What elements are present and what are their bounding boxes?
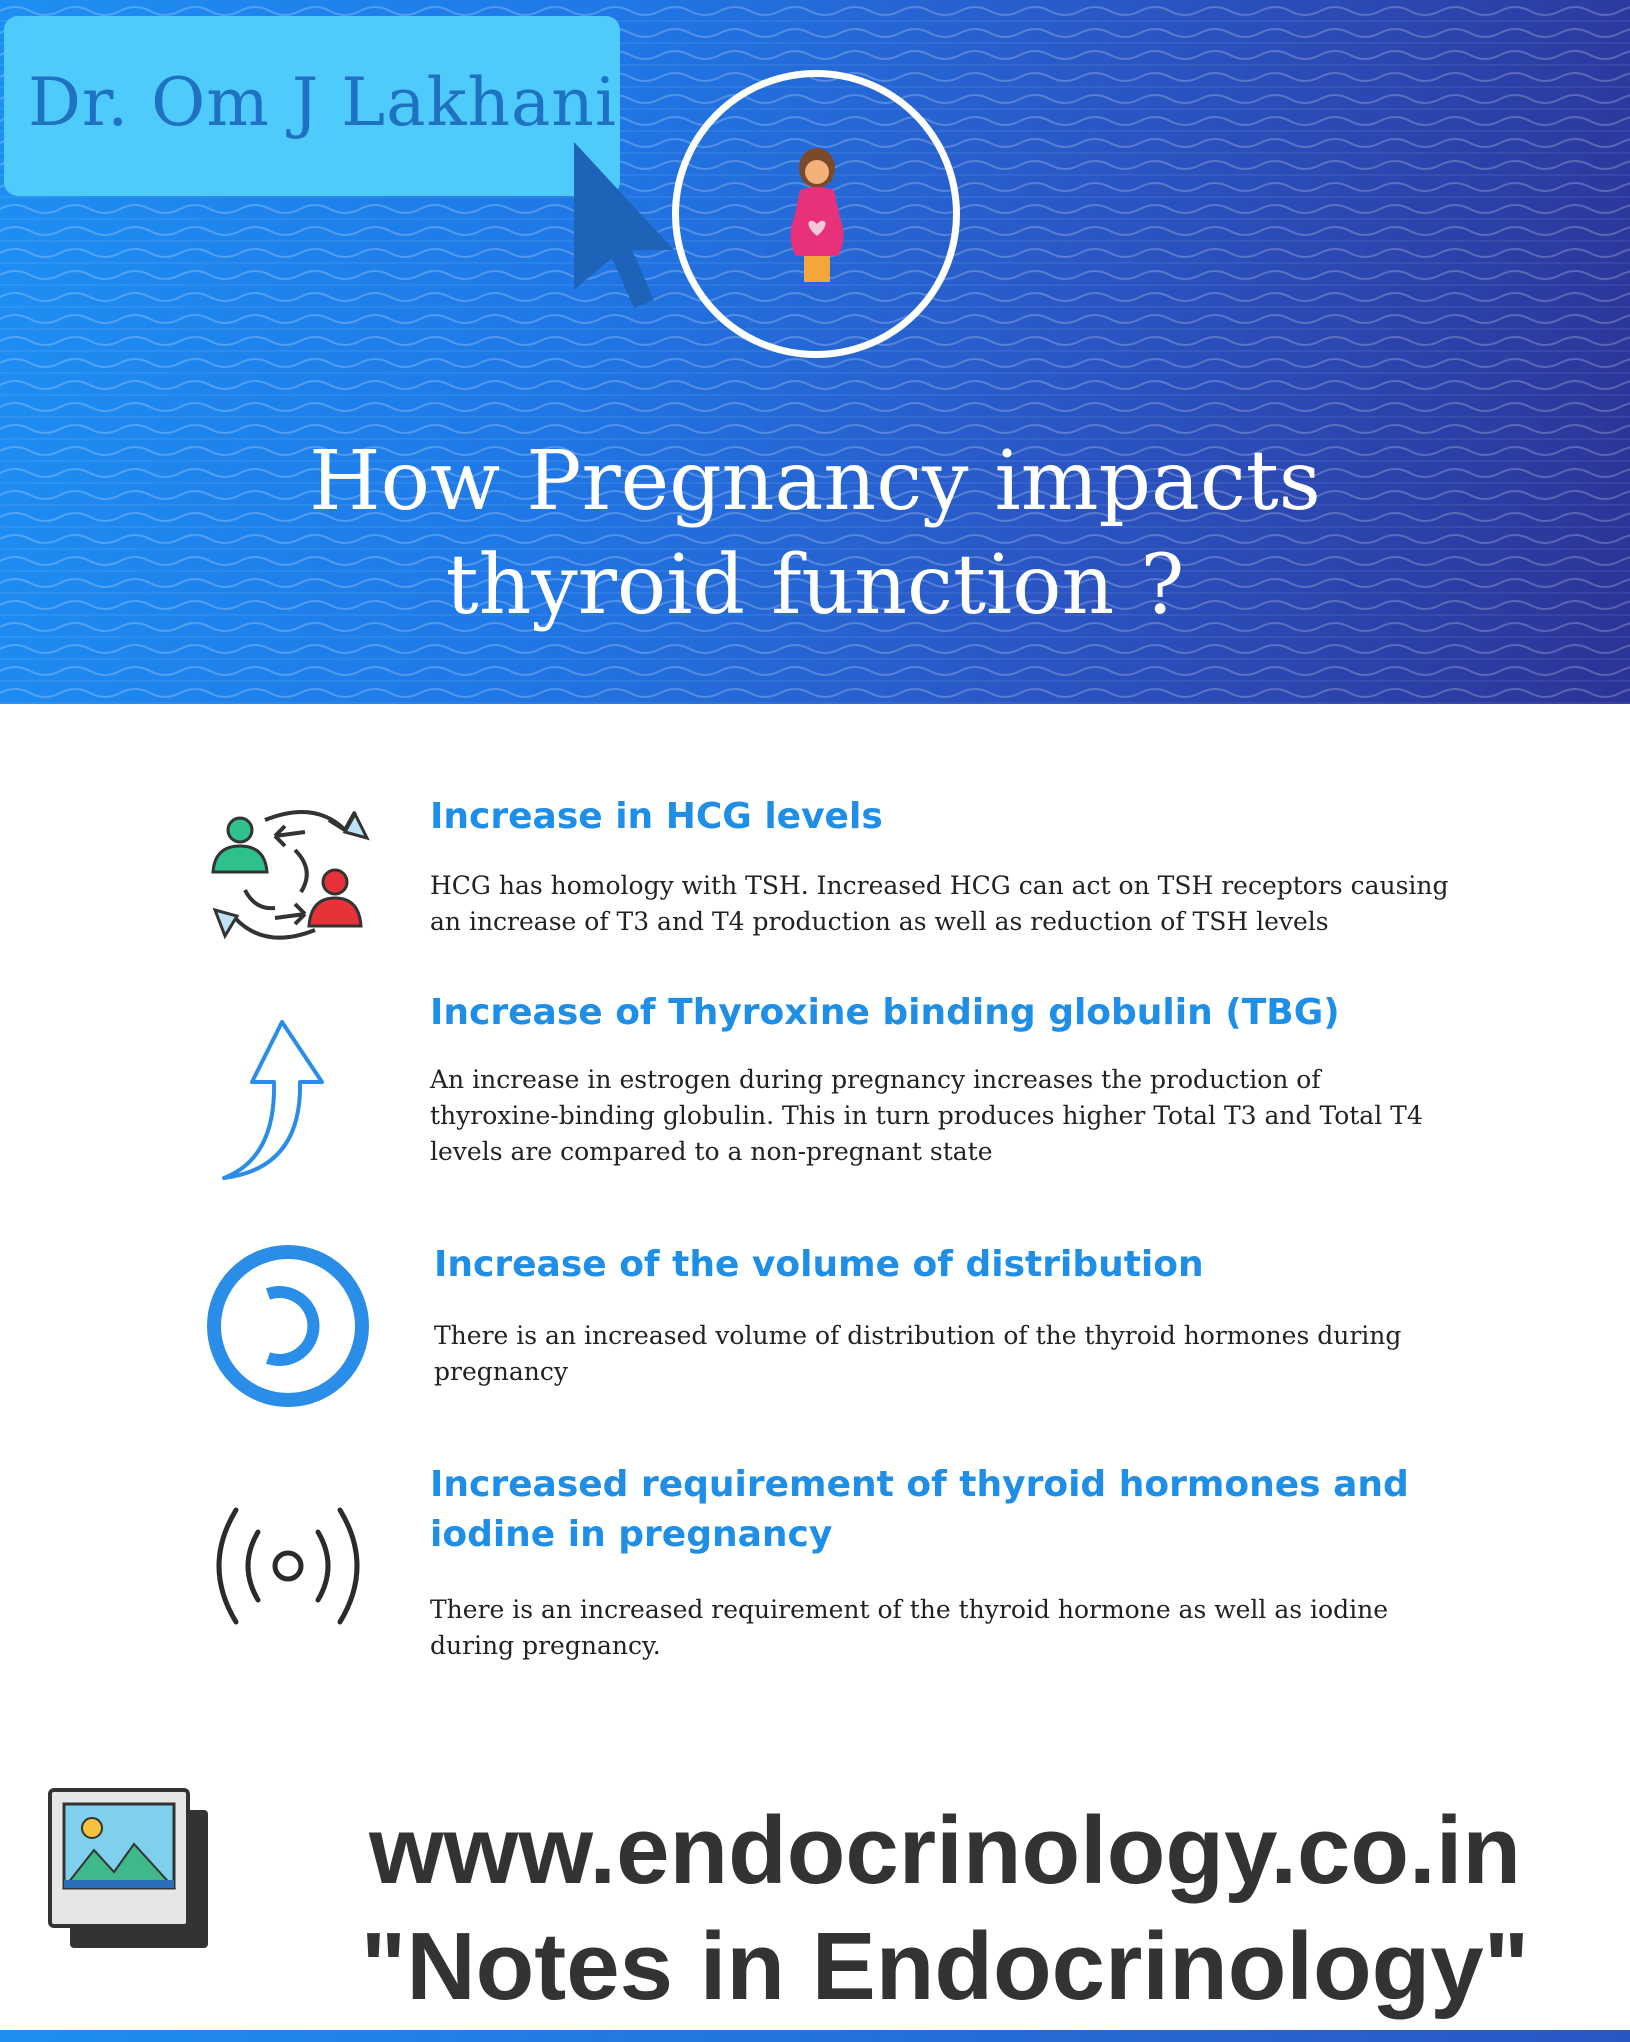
title-line-2: thyroid function ?	[445, 538, 1185, 633]
bottom-bar	[0, 2030, 1630, 2042]
footer-website: www.endocrinology.co.in	[368, 1797, 1522, 1904]
author-tag: Dr. Om J Lakhani	[4, 16, 620, 196]
section-3-body: There is an increased volume of distribu…	[434, 1321, 1402, 1386]
icon-circle	[672, 70, 960, 358]
page-title: How Pregnancy impacts thyroid function ?	[0, 430, 1630, 638]
pregnant-woman-icon	[790, 148, 844, 282]
section-4-heading-line-2: iodine in pregnancy	[430, 1514, 833, 1555]
section-1-body: HCG has homology with TSH. Increased HCG…	[430, 871, 1449, 936]
section-4-heading-line-1: Increased requirement of thyroid hormone…	[430, 1464, 1409, 1505]
section-2-heading: Increase of Thyroxine binding globulin (…	[430, 992, 1340, 1033]
author-name: Dr. Om J Lakhani	[28, 64, 617, 141]
section-2-body: An increase in estrogen during pregnancy…	[430, 1065, 1423, 1166]
section-4-body: There is an increased requirement of the…	[430, 1595, 1388, 1660]
copyleft-circle-icon	[207, 1245, 369, 1407]
up-arrow-icon	[222, 1020, 324, 1180]
photo-frame-icon	[48, 1788, 208, 1948]
broadcast-signal-icon	[216, 1507, 360, 1625]
section-1-heading: Increase in HCG levels	[430, 796, 883, 837]
title-line-1: How Pregnancy impacts	[309, 434, 1321, 529]
header-banner: Dr. Om J Lakhani How Pregnancy impacts t…	[0, 0, 1630, 704]
footer-tagline: "Notes in Endocrinology"	[360, 1913, 1530, 2020]
section-3-heading: Increase of the volume of distribution	[434, 1244, 1204, 1285]
cursor-icon	[574, 142, 674, 308]
exchange-people-icon	[211, 810, 370, 940]
